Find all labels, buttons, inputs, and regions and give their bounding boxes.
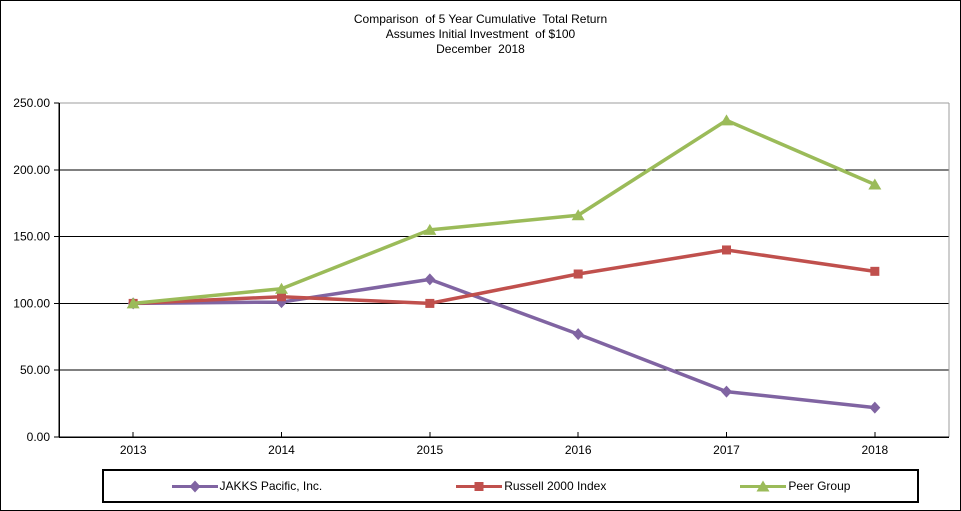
chart-title: Comparison of 5 Year Cumulative Total Re… [1, 12, 960, 57]
russell-2000-index-square-marker [870, 266, 880, 276]
russell-2000-index-square-marker [722, 245, 731, 255]
legend-item-jakks-pacific-inc: JAKKS Pacific, Inc. [171, 479, 323, 493]
peer-group-triangle-marker [423, 223, 437, 235]
y-axis-label: 200.00 [13, 163, 50, 177]
legend-diamond-icon [171, 480, 218, 492]
legend-label: JAKKS Pacific, Inc. [219, 479, 323, 493]
y-axis-label: 0.00 [27, 430, 51, 444]
chart-title-line-3: December 2018 [436, 42, 525, 56]
russell-2000-index-square-marker [277, 292, 286, 302]
peer-group-triangle-marker [868, 178, 882, 190]
y-axis-label: 50.00 [20, 363, 50, 377]
x-axis-label: 2018 [861, 443, 888, 457]
legend-label: Russell 2000 Index [504, 479, 607, 493]
jakks-pacific-inc-diamond-marker [721, 385, 732, 398]
chart-legend: JAKKS Pacific, Inc. Russell 2000 Index Pee… [102, 469, 919, 503]
peer-group-triangle-marker [571, 209, 585, 221]
russell-2000-index-square-marker [425, 298, 435, 308]
legend-triangle-icon [740, 480, 787, 491]
russell-2000-index-square-marker [573, 269, 583, 279]
peer-group-triangle-marker [720, 114, 733, 126]
jakks-pacific-inc-diamond-marker [869, 401, 881, 414]
y-axis-label: 150.00 [13, 230, 50, 244]
jakks-pacific-inc-diamond-marker [572, 328, 584, 341]
x-axis-label: 2015 [416, 443, 443, 457]
jakks-pacific-inc-diamond-marker [424, 273, 436, 286]
legend-label: Peer Group [788, 479, 851, 493]
y-axis-label: 100.00 [13, 296, 50, 310]
y-axis-label: 250.00 [13, 96, 50, 110]
x-axis-label: 2016 [565, 443, 592, 457]
peer-group-triangle-marker [275, 282, 288, 294]
series-russell-2000-index [128, 245, 880, 308]
x-axis-label: 2014 [268, 443, 295, 457]
series-peer-group [126, 114, 882, 309]
x-axis-label: 2013 [120, 443, 147, 457]
legend-square-icon [456, 481, 503, 491]
legend-item-peer-group: Peer Group [739, 479, 850, 493]
legend-item-russell-2000-index: Russell 2000 Index [455, 479, 606, 493]
chart-title-line-2: Assumes Initial Investment of $100 [385, 27, 576, 41]
peer-group-triangle-marker [126, 297, 140, 309]
chart-title-line-1: Comparison of 5 Year Cumulative Total Re… [353, 12, 608, 26]
x-axis-label: 2017 [713, 443, 740, 457]
